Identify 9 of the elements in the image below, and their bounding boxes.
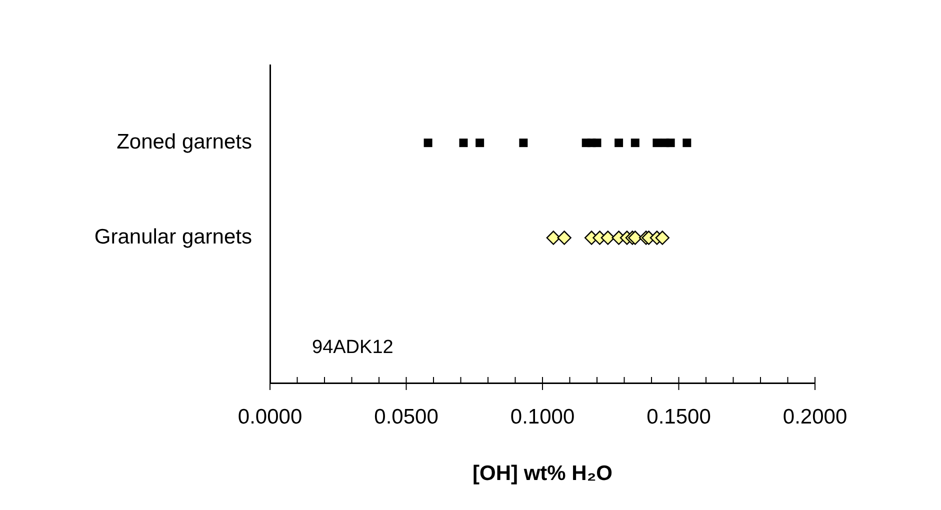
y-tick-label: Granular garnets — [94, 226, 252, 249]
x-axis-title: [OH] wt% H₂O — [472, 462, 614, 486]
annotation: 94ADK12 — [312, 337, 394, 358]
x-tick-label: 0.2000 — [782, 405, 848, 428]
y-tick-label: Zoned garnets — [116, 130, 252, 154]
x-tick-label: 0.1500 — [646, 405, 711, 428]
x-tick-label: 0.0500 — [374, 405, 438, 428]
x-tick-label: 0.1000 — [510, 405, 575, 428]
x-tick-label: 0.0000 — [238, 405, 302, 428]
